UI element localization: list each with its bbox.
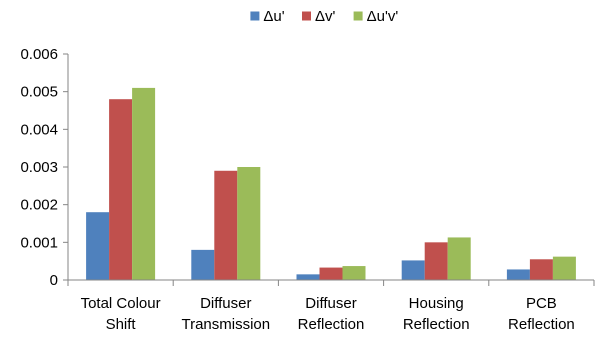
legend-item: Δv': [302, 8, 336, 25]
bar: [424, 242, 448, 280]
bars-group: [86, 87, 576, 281]
x-tick-label: PCB Reflection: [508, 295, 575, 333]
legend: Δu' Δv' Δu'v': [250, 8, 398, 25]
bar: [191, 249, 215, 280]
x-tick-label: Housing Reflection: [403, 295, 470, 333]
y-axis: 0 0.001 0.002 0.003 0.004 0.005 0.006: [20, 46, 69, 289]
x-tick-label: Diffuser Reflection: [298, 295, 365, 333]
y-tick-label: 0.006: [20, 46, 58, 63]
bar: [296, 274, 320, 280]
legend-label: Δu': [263, 8, 284, 25]
bar: [447, 237, 471, 280]
bar: [319, 267, 343, 280]
bar: [552, 256, 576, 280]
bar: [237, 167, 261, 280]
bar: [86, 212, 110, 280]
legend-swatch: [250, 11, 260, 21]
bar: [401, 260, 425, 280]
legend-label: Δv': [315, 8, 336, 25]
x-axis: Total Colour Shift Diffuser Transmission Dif…: [67, 279, 595, 333]
bar: [214, 170, 238, 280]
legend-swatch: [353, 11, 363, 21]
x-tick-label: Diffuser Transmission: [181, 295, 270, 333]
x-tick-label: Total Colour Shift: [81, 295, 161, 333]
y-tick-label: 0.004: [20, 121, 58, 138]
y-tick-label: 0.005: [20, 84, 58, 101]
bar: [529, 259, 553, 280]
bar: [342, 266, 366, 280]
y-tick-label: 0: [50, 272, 58, 289]
legend-label: Δu'v': [367, 8, 399, 25]
bar: [132, 87, 156, 281]
bar: [109, 99, 133, 280]
y-tick-label: 0.001: [20, 234, 58, 251]
bar: [506, 269, 530, 280]
legend-swatch: [302, 11, 311, 21]
legend-item: Δu': [250, 8, 285, 25]
legend-item: Δu'v': [353, 8, 399, 25]
y-tick-label: 0.002: [20, 197, 58, 214]
y-tick-label: 0.003: [20, 159, 58, 176]
